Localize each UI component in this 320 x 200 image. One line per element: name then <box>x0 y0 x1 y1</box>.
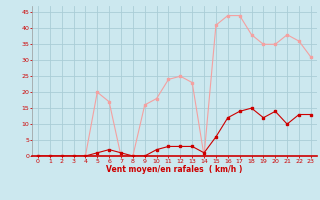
X-axis label: Vent moyen/en rafales  ( km/h ): Vent moyen/en rafales ( km/h ) <box>106 165 243 174</box>
